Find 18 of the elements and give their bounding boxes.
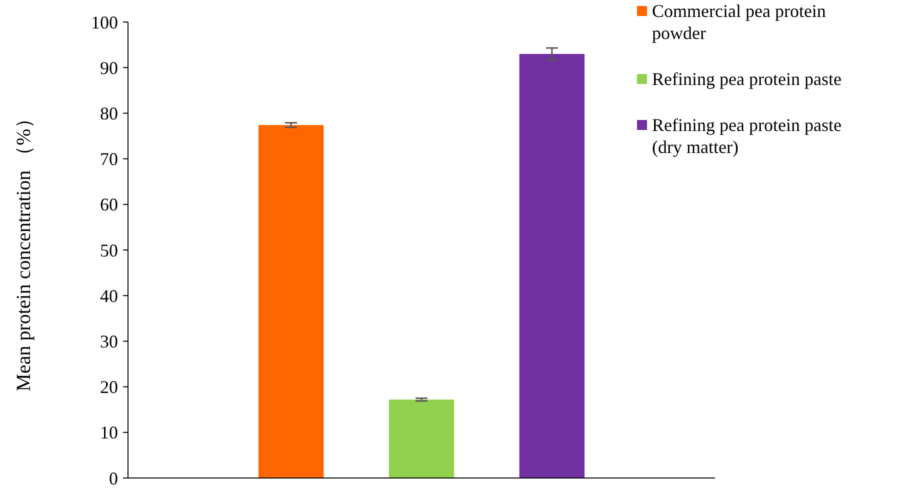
y-tick-label: 0 xyxy=(109,468,118,488)
bar xyxy=(519,54,585,478)
y-tick-label: 60 xyxy=(100,194,118,215)
bar xyxy=(258,125,324,478)
y-tick-label: 80 xyxy=(100,104,118,124)
y-tick-label: 50 xyxy=(100,240,118,260)
y-tick-label: 10 xyxy=(100,422,118,443)
y-tick-label: 100 xyxy=(91,12,118,32)
y-axis-title: Mean protein concentration （%） xyxy=(13,108,35,392)
legend-label: Refining pea protein paste xyxy=(652,69,842,89)
y-tick-label: 40 xyxy=(100,286,118,306)
y-tick-label: 20 xyxy=(100,377,118,398)
legend-label: Commercial pea protein powder xyxy=(652,1,826,43)
y-tick-label: 30 xyxy=(100,332,118,352)
bar xyxy=(388,400,454,478)
y-tick-label: 90 xyxy=(100,58,118,78)
legend-label: Refining pea protein paste (dry matter) xyxy=(652,115,842,157)
y-tick-label: 70 xyxy=(100,149,118,170)
